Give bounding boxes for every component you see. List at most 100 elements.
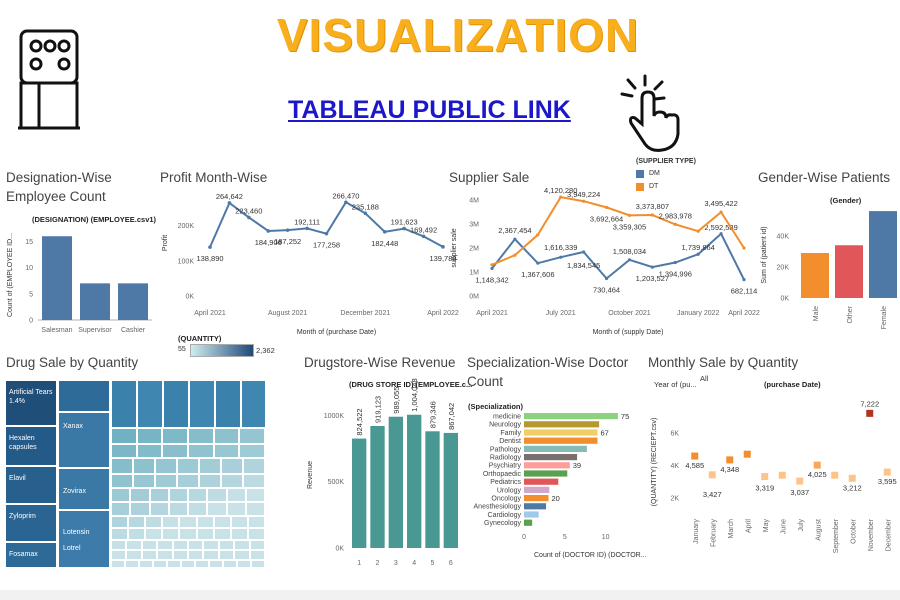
category-label: Dentist <box>499 438 521 445</box>
x-tick-label: October 2021 <box>608 310 651 317</box>
year-filter-value[interactable]: All <box>700 374 709 383</box>
treemap-tile <box>162 428 188 444</box>
treemap-tile <box>58 380 110 412</box>
treemap-tile <box>111 528 129 540</box>
bar <box>524 486 550 493</box>
legend-label-dt: DT <box>649 183 659 190</box>
x-tick-label: April 2021 <box>194 310 226 317</box>
treemap-tile <box>188 550 204 560</box>
treemap-tile <box>130 502 150 516</box>
y-tick-label: 4M <box>469 198 479 205</box>
treemap-tile <box>58 468 110 510</box>
y-tick-label: 2K <box>670 495 679 502</box>
treemap-tile <box>139 560 153 568</box>
y-axis-label: Profit <box>162 235 169 251</box>
data-point <box>247 215 251 220</box>
y-axis-label: Count of (EMPLOYEE ID... <box>7 233 14 317</box>
data-point <box>813 461 821 469</box>
bar <box>352 438 367 548</box>
x-tick-label: Supervisor <box>78 327 112 334</box>
x-tick-label: 3 <box>394 560 398 567</box>
x-tick-label: April 2022 <box>427 310 459 317</box>
drugstore-chart: Revenue 0K 500K 1000K 1 824,522 2 919,123 3 989,0… <box>307 378 458 567</box>
tableau-public-link[interactable]: TABLEAU PUBLIC LINK <box>288 96 571 124</box>
drug-treemap: Artificial Tears 1.4% Hexalen capsules Ela… <box>5 380 265 568</box>
treemap-tile <box>245 502 265 516</box>
data-label: 1,148,342 <box>475 275 508 284</box>
bar <box>524 445 587 452</box>
data-point <box>673 222 677 226</box>
y-axis-label: supplier sale <box>451 228 458 267</box>
data-point <box>778 471 786 479</box>
treemap-tile <box>247 516 265 528</box>
data-label: 7,222 <box>860 399 879 408</box>
specialization-chart-title: Specialization-Wise Doctor Count <box>467 355 629 389</box>
treemap-tile <box>58 412 110 468</box>
treemap-tile-label: Artificial Tears 1.4% <box>9 389 53 405</box>
data-point <box>305 226 309 231</box>
treemap-tile <box>163 380 189 428</box>
data-point <box>742 278 746 282</box>
treemap-tile <box>126 550 142 560</box>
data-label: 4,025 <box>808 470 827 479</box>
y-axis-label: Sum of (patient id) <box>761 226 768 283</box>
data-label: 4,120,280 <box>544 186 577 195</box>
y-tick-label: 20K <box>777 264 790 271</box>
treemap-tile <box>155 474 177 488</box>
data-point <box>604 276 609 281</box>
bar <box>80 283 110 320</box>
x-tick-label: Other <box>847 305 854 323</box>
designation-chart-subtitle: (DESIGNATION) (EMPLOYEE.csv1) <box>32 215 157 224</box>
treemap-tile <box>226 488 246 502</box>
treemap-tile <box>251 560 265 568</box>
data-point <box>402 226 406 231</box>
treemap-tile <box>58 510 110 568</box>
data-label: 3,495,422 <box>704 199 737 208</box>
treemap-tile-label: Elavil <box>9 475 26 482</box>
treemap-tile <box>188 444 214 458</box>
bar <box>524 413 618 420</box>
quantity-legend-min: 55 <box>178 346 186 353</box>
treemap-tile <box>243 458 265 474</box>
data-label: 169,492 <box>410 225 437 234</box>
bottom-bar <box>0 590 900 600</box>
data-point <box>650 265 654 269</box>
treemap-tile <box>223 560 237 568</box>
treemap-tile <box>162 528 180 540</box>
y-tick-label: 1000K <box>324 413 345 420</box>
x-tick-label: November <box>868 518 875 551</box>
designation-chart-title: Designation-Wise Employee Count <box>6 170 112 204</box>
treemap-tile <box>179 516 197 528</box>
treemap-tile <box>5 466 57 504</box>
supplier-chart-title: Supplier Sale <box>449 170 530 185</box>
treemap-tile <box>111 458 133 474</box>
data-label: 75 <box>621 412 629 421</box>
category-label: Cardiology <box>488 512 522 519</box>
treemap-tile <box>149 488 169 502</box>
treemap-tile <box>111 550 127 560</box>
x-tick-label: October <box>850 518 857 544</box>
data-label: 223,460 <box>235 206 262 215</box>
x-tick-label: December <box>885 518 892 551</box>
data-point <box>627 213 632 217</box>
treemap-tile <box>111 380 137 428</box>
legend-swatch-dt <box>636 183 644 191</box>
data-point <box>536 261 540 265</box>
treemap-tile <box>243 474 265 488</box>
treemap-tile-label: Lotensin <box>63 529 90 536</box>
treemap-tile <box>239 428 265 444</box>
data-label: 1,394,996 <box>659 270 692 279</box>
treemap-tile <box>111 502 131 516</box>
treemap-tile-label: Lotrel <box>63 545 81 552</box>
treemap-tile <box>5 426 57 466</box>
legend-swatch-dm <box>636 170 644 178</box>
y-axis-label: (QUANTITY) (RECIEPT.csv) <box>651 418 658 507</box>
bar <box>524 421 600 428</box>
x-tick-label: 0 <box>522 534 526 541</box>
treemap-tile <box>157 550 173 560</box>
bar <box>118 283 148 320</box>
data-label: 3,692,664 <box>590 214 623 223</box>
data-point <box>742 246 746 250</box>
treemap-tile <box>128 528 146 540</box>
